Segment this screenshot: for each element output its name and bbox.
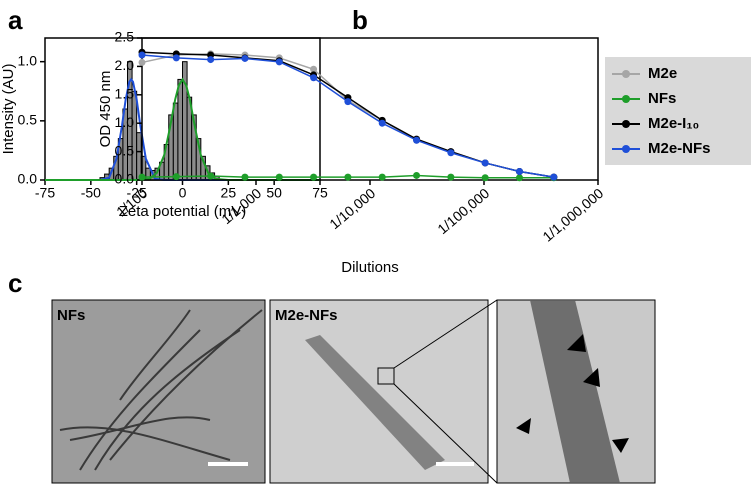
y-tick-label: 0.5 xyxy=(18,112,38,128)
scale-bar xyxy=(208,462,248,466)
data-point xyxy=(481,159,489,167)
data-point xyxy=(447,173,455,181)
legend-marker xyxy=(622,120,630,128)
fibrils xyxy=(59,309,263,471)
data-point xyxy=(550,173,558,181)
data-point xyxy=(172,173,180,181)
data-point xyxy=(138,58,146,66)
legend-label: M2e-NFs xyxy=(648,140,711,157)
data-point xyxy=(447,149,455,157)
micrograph-label: M2e-NFs xyxy=(275,307,338,324)
data-point xyxy=(138,173,146,181)
x-tick-label: 1/100,000 xyxy=(434,185,492,237)
data-point xyxy=(310,173,318,181)
data-point xyxy=(241,173,249,181)
x-tick-label: 50 xyxy=(266,185,282,201)
histogram-bar xyxy=(131,90,138,181)
micrograph-panel: NFs M2e-NFs xyxy=(51,299,656,484)
x-tick-label: 75 xyxy=(312,185,328,201)
zoom-line xyxy=(393,299,498,369)
legend-marker xyxy=(622,95,630,103)
histogram-bar xyxy=(136,132,142,181)
x-axis-title: Dilutions xyxy=(341,259,399,276)
y-tick-label: 2.5 xyxy=(115,29,135,45)
data-point xyxy=(515,167,523,175)
y-tick-label: 1.5 xyxy=(115,86,135,102)
histogram-bar xyxy=(177,78,184,181)
data-point xyxy=(207,56,215,64)
y-axis-title: OD 450 nm xyxy=(97,71,114,148)
panel-label: a xyxy=(8,5,23,35)
data-point xyxy=(275,58,283,66)
data-point xyxy=(241,54,249,62)
x-tick-label: -25 xyxy=(127,185,147,201)
y-axis-title: Intensity (AU) xyxy=(0,64,17,155)
legend-label: M2e xyxy=(648,65,677,82)
x-tick-label: -75 xyxy=(35,185,55,201)
zoom-box xyxy=(377,367,395,385)
y-tick-label: 0.5 xyxy=(115,142,135,158)
scale-bar xyxy=(436,462,474,466)
y-tick-label: 1.0 xyxy=(115,114,135,130)
legend-marker xyxy=(622,145,630,153)
legend-marker xyxy=(622,70,630,78)
data-point xyxy=(344,98,352,106)
x-axis-title: Zeta potential (mV) xyxy=(119,203,247,220)
y-tick-label: 0.0 xyxy=(18,171,38,187)
data-point xyxy=(275,173,283,181)
x-tick-label: 1/1,000,000 xyxy=(539,185,606,245)
fibril xyxy=(530,300,620,483)
x-tick-label: 0 xyxy=(179,185,187,201)
arrowheads xyxy=(516,334,629,453)
panel-label: c xyxy=(8,268,22,298)
data-point xyxy=(481,174,489,182)
histogram-bar xyxy=(172,102,179,181)
data-point xyxy=(138,51,146,59)
data-point xyxy=(172,54,180,62)
data-point xyxy=(515,174,523,182)
x-tick-label: 1/10,000 xyxy=(326,185,378,232)
data-point xyxy=(413,136,421,144)
legend-label: M2e-I₁₀ xyxy=(648,115,699,132)
x-tick-label: 25 xyxy=(221,185,237,201)
micrograph-label: NFs xyxy=(57,307,85,324)
panel-label: b xyxy=(352,5,368,35)
legend-label: NFs xyxy=(648,90,676,107)
data-point xyxy=(413,171,421,179)
zoom-line xyxy=(393,383,498,484)
fibril xyxy=(305,335,445,470)
data-point xyxy=(378,119,386,127)
y-tick-label: 2.0 xyxy=(115,57,135,73)
y-tick-label: 0.0 xyxy=(115,171,135,187)
data-point xyxy=(378,173,386,181)
data-point xyxy=(207,172,215,180)
data-point xyxy=(344,173,352,181)
data-point xyxy=(310,65,318,73)
data-point xyxy=(310,74,318,82)
y-tick-label: 1.0 xyxy=(18,52,38,68)
x-tick-label: -50 xyxy=(81,185,101,201)
